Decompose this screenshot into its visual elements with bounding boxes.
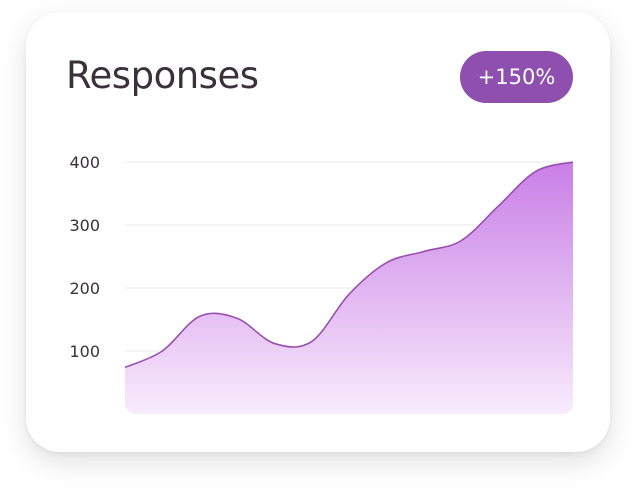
y-tick-label: 100 — [69, 342, 100, 361]
y-tick-label: 400 — [69, 153, 100, 172]
data-point — [272, 341, 276, 345]
growth-badge: +150% — [460, 51, 573, 103]
y-axis-ticks: 100 200 300 400 — [69, 153, 100, 361]
y-tick-label: 300 — [69, 216, 100, 235]
data-point — [571, 160, 575, 164]
data-point — [347, 292, 351, 296]
plot-area — [123, 160, 575, 414]
data-point — [123, 365, 127, 369]
data-point — [496, 204, 500, 208]
card-title: Responses — [66, 54, 259, 97]
data-point — [198, 314, 202, 318]
data-point — [422, 249, 426, 253]
series-line — [125, 161, 573, 369]
data-point — [534, 169, 538, 173]
data-point — [160, 349, 164, 353]
data-point — [235, 316, 239, 320]
data-point — [310, 340, 314, 344]
data-point — [384, 261, 388, 265]
series-area-fill — [125, 162, 573, 414]
data-point — [459, 239, 463, 243]
y-tick-label: 200 — [69, 279, 100, 298]
